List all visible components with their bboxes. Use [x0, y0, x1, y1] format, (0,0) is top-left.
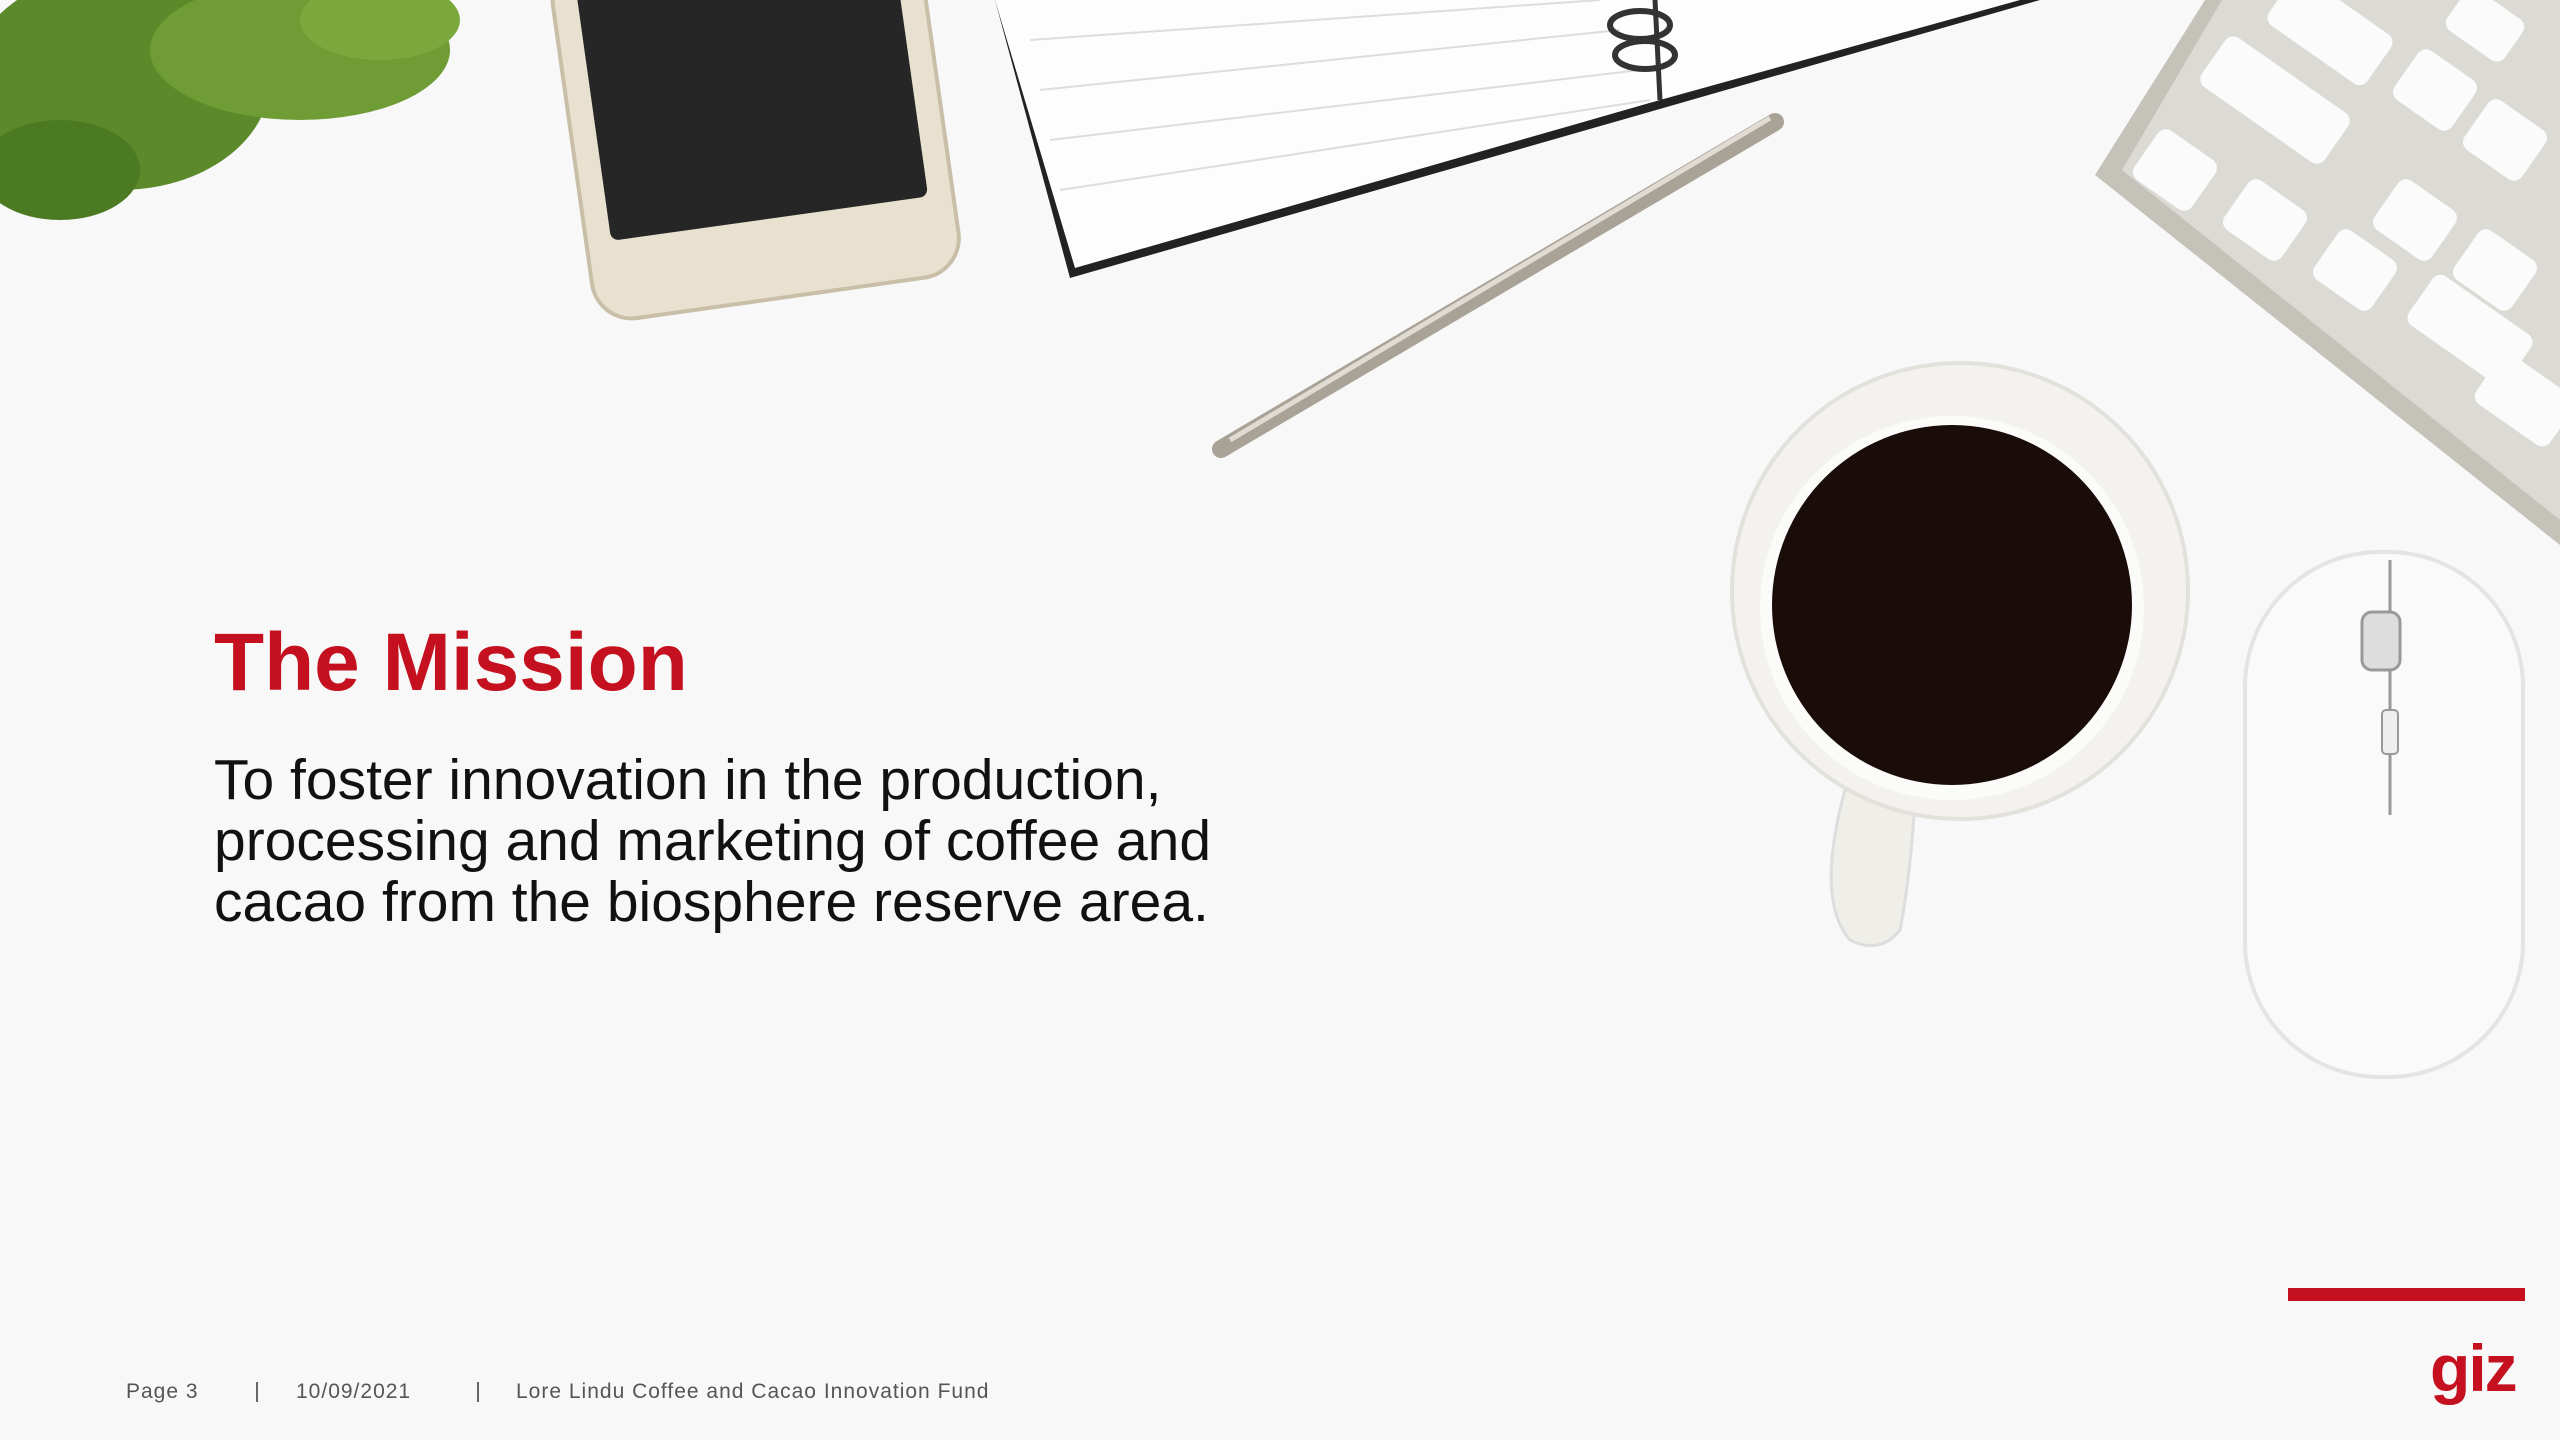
footer-project: Lore Lindu Coffee and Cacao Innovation F…: [516, 1380, 989, 1404]
body-line: processing and marketing of coffee and: [214, 811, 1211, 872]
body-line: To foster innovation in the production,: [214, 750, 1211, 811]
footer-date: 10/09/2021: [296, 1380, 411, 1404]
footer-page: Page 3: [126, 1380, 199, 1404]
logo-bar: [2288, 1288, 2525, 1301]
background-photo: [0, 0, 2560, 1440]
slide-body: To foster innovation in the production, …: [214, 750, 1211, 933]
slide: The Mission To foster innovation in the …: [0, 0, 2560, 1440]
footer-separator: [256, 1382, 258, 1402]
mouse: [2245, 552, 2523, 1077]
phone: [548, 0, 965, 324]
body-line: cacao from the biosphere reserve area.: [214, 872, 1211, 933]
footer-separator: [477, 1382, 479, 1402]
logo: giz: [2430, 1330, 2516, 1406]
slide-title: The Mission: [214, 622, 688, 704]
